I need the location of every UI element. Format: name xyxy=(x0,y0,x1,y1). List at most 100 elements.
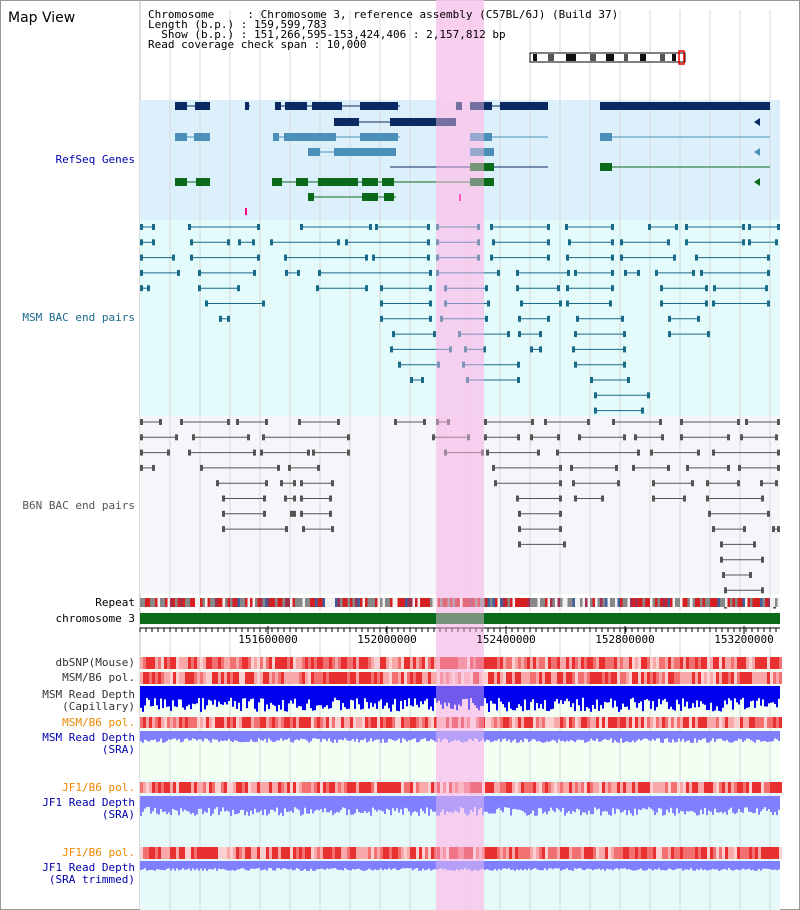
refseq-gene-block xyxy=(470,102,492,110)
jf1-depth-bar xyxy=(540,796,542,809)
jf1-depth-bar xyxy=(700,796,702,810)
msm-b6-pol-sra-strip xyxy=(509,717,512,728)
msm-b6-pol-strip xyxy=(479,672,482,684)
msm-depth-sra-bar xyxy=(292,731,294,743)
msm-bac-end xyxy=(611,269,614,276)
b6n-bac-end xyxy=(706,480,709,487)
jf1-b6-pol-trim-strip xyxy=(509,847,512,859)
refseq-genes-label[interactable]: RefSeq Genes xyxy=(55,153,135,166)
b6n-bac-end xyxy=(222,495,225,502)
msm-depth-sra-bar xyxy=(258,731,260,739)
b6n-bac-end xyxy=(691,480,694,487)
jf1-depth-trim-bar xyxy=(220,861,222,870)
msm-b6-pol-strip xyxy=(674,672,677,684)
msm-depth-cap-bar xyxy=(636,686,638,708)
msm-b6-pol-sra-strip xyxy=(329,717,332,728)
dbsnp-strip xyxy=(173,657,176,669)
msm-bac-end xyxy=(767,269,770,276)
jf1-depth-trim-bar xyxy=(520,861,522,870)
dbsnp-strip xyxy=(614,657,617,669)
jf1-b6-pol-label[interactable]: JF1/B6 pol. xyxy=(62,781,135,794)
msm-read-depth-sra-label[interactable]: MSM Read Depth xyxy=(42,731,135,744)
jf1-b6-pol-strip xyxy=(665,782,668,793)
msm-depth-cap-bar xyxy=(398,686,400,712)
msm-depth-cap-bar xyxy=(426,686,428,699)
jf1-b6-pol-strip xyxy=(566,782,569,793)
dbsnp-strip xyxy=(731,657,734,669)
jf1-b6-pol-strip xyxy=(197,782,200,793)
msm-depth-cap-bar xyxy=(588,686,590,709)
msm-read-depth-label[interactable]: MSM Read Depth xyxy=(42,688,135,701)
msm-b6-pol-strip xyxy=(350,672,353,684)
jf1-read-depth-trim-label[interactable]: JF1 Read Depth xyxy=(42,861,135,874)
jf1-depth-trim-bar xyxy=(590,861,592,870)
jf1-depth-bar xyxy=(278,796,280,816)
b6n-bac-label[interactable]: B6N BAC end pairs xyxy=(22,499,135,512)
jf1-b6-pol-strip xyxy=(215,782,218,793)
msm-depth-cap-bar xyxy=(710,686,712,703)
repeat-segment xyxy=(172,598,175,607)
jf1-depth-trim-bar xyxy=(336,861,338,870)
repeat-segment xyxy=(155,598,158,607)
jf1-b6-pol-strip xyxy=(650,782,653,793)
msm-b6-pol-sra-label[interactable]: MSM/B6 pol. xyxy=(62,716,135,729)
msm-depth-sra-bar xyxy=(154,731,156,740)
jf1-depth-bar xyxy=(500,796,502,811)
dbsnp-label[interactable]: dbSNP(Mouse) xyxy=(55,656,135,669)
msm-b6-pol-strip xyxy=(242,672,245,684)
msm-depth-cap-bar xyxy=(284,686,286,712)
msm-b6-pol-label[interactable]: MSM/B6 pol. xyxy=(62,671,135,684)
msm-b6-pol-sra-strip xyxy=(365,717,368,728)
msm-depth-sra-bar xyxy=(444,731,446,739)
msm-b6-pol-sra-strip xyxy=(155,717,158,728)
dbsnp-strip xyxy=(728,657,731,669)
jf1-depth-trim-bar xyxy=(502,861,504,869)
msm-depth-sra-bar xyxy=(246,731,248,742)
b6n-bac-end xyxy=(492,464,495,471)
msm-depth-cap-bar xyxy=(288,686,290,704)
jf1-b6-pol-strip xyxy=(260,782,263,793)
repeat-segment xyxy=(265,598,268,607)
b6n-bac-end xyxy=(317,464,320,471)
msm-b6-pol-strip xyxy=(521,672,524,684)
jf1-depth-trim-bar xyxy=(744,861,746,870)
msm-b6-pol-strip xyxy=(620,672,623,684)
msm-depth-cap-bar xyxy=(642,686,644,712)
dbsnp-strip xyxy=(155,657,158,669)
dbsnp-strip xyxy=(551,657,554,669)
jf1-depth-bar xyxy=(506,796,508,808)
jf1-depth-bar xyxy=(740,796,742,812)
msm-bac-label[interactable]: MSM BAC end pairs xyxy=(22,311,135,324)
dbsnp-strip xyxy=(626,657,629,669)
msm-bac-end xyxy=(427,224,430,230)
msm-depth-cap-bar xyxy=(502,686,504,705)
msm-depth-sra-bar xyxy=(428,731,430,742)
msm-b6-pol-sra-strip xyxy=(734,717,737,728)
jf1-b6-pol-strip xyxy=(266,782,269,793)
msm-depth-sra-bar xyxy=(420,731,422,740)
jf1-b6-pol-trim-strip xyxy=(728,847,731,859)
msm-depth-sra-bar xyxy=(272,731,274,743)
msm-b6-pol-strip xyxy=(371,672,374,684)
msm-b6-pol-sra-strip xyxy=(473,717,476,728)
msm-depth-cap-bar xyxy=(356,686,358,699)
jf1-b6-pol-trim-label[interactable]: JF1/B6 pol. xyxy=(62,846,135,859)
msm-b6-pol-sra-strip xyxy=(467,717,470,728)
msm-b6-pol-sra-strip xyxy=(482,717,485,728)
msm-b6-pol-sra-strip xyxy=(632,717,635,728)
jf1-depth-trim-bar xyxy=(438,861,440,869)
msm-bac-end xyxy=(566,300,569,307)
repeat-segment xyxy=(432,598,435,607)
jf1-b6-pol-strip xyxy=(569,782,572,793)
dbsnp-strip xyxy=(179,657,182,669)
msm-depth-cap-bar xyxy=(776,686,778,708)
msm-depth-cap-bar xyxy=(456,686,458,711)
repeat-segment xyxy=(270,598,273,607)
b6n-bac-end xyxy=(531,419,534,425)
refseq-marker xyxy=(245,208,247,215)
jf1-read-depth-label[interactable]: JF1 Read Depth xyxy=(42,796,135,809)
msm-depth-cap-bar xyxy=(372,686,374,707)
jf1-depth-bar xyxy=(224,796,226,812)
jf1-b6-pol-strip xyxy=(701,782,704,793)
